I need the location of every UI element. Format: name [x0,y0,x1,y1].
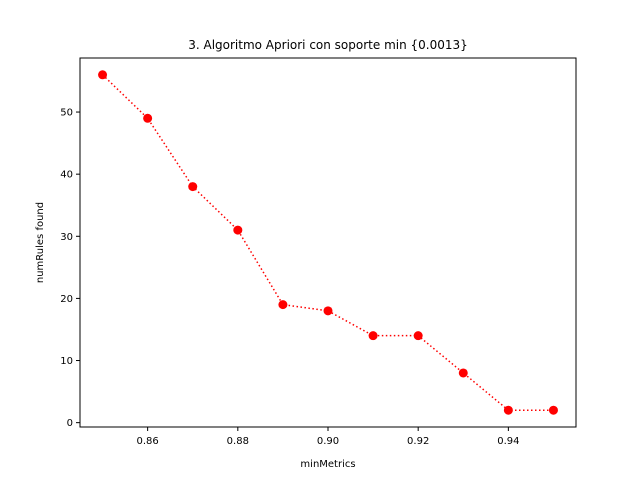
data-point [278,300,287,309]
plot-area [80,58,576,427]
y-tick-label: 20 [60,294,73,305]
y-axis: 0 10 20 30 40 50 [60,108,80,430]
x-axis-label: minMetrics [300,459,355,470]
data-point [98,70,107,79]
chart-title: 3. Algoritmo Apriori con soporte min {0.… [188,38,468,52]
x-tick-label: 0.88 [227,436,249,447]
data-point [143,114,152,123]
x-tick-label: 0.86 [137,436,159,447]
plot-frame [80,58,576,427]
y-tick-label: 40 [60,170,73,181]
data-point [188,182,197,191]
x-axis: 0.86 0.88 0.90 0.92 0.94 [137,427,520,447]
y-tick-label: 30 [60,232,73,243]
data-point [414,331,423,340]
data-point [549,406,558,415]
data-point [369,331,378,340]
data-point [324,306,333,315]
x-tick-label: 0.90 [317,436,339,447]
y-tick-label: 0 [67,418,73,429]
y-tick-label: 50 [60,108,73,119]
data-point [233,226,242,235]
y-axis-label: numRules found [35,202,46,283]
x-tick-label: 0.92 [407,436,429,447]
data-point [504,406,513,415]
y-tick-label: 10 [60,356,73,367]
data-point [459,368,468,377]
x-tick-label: 0.94 [497,436,519,447]
